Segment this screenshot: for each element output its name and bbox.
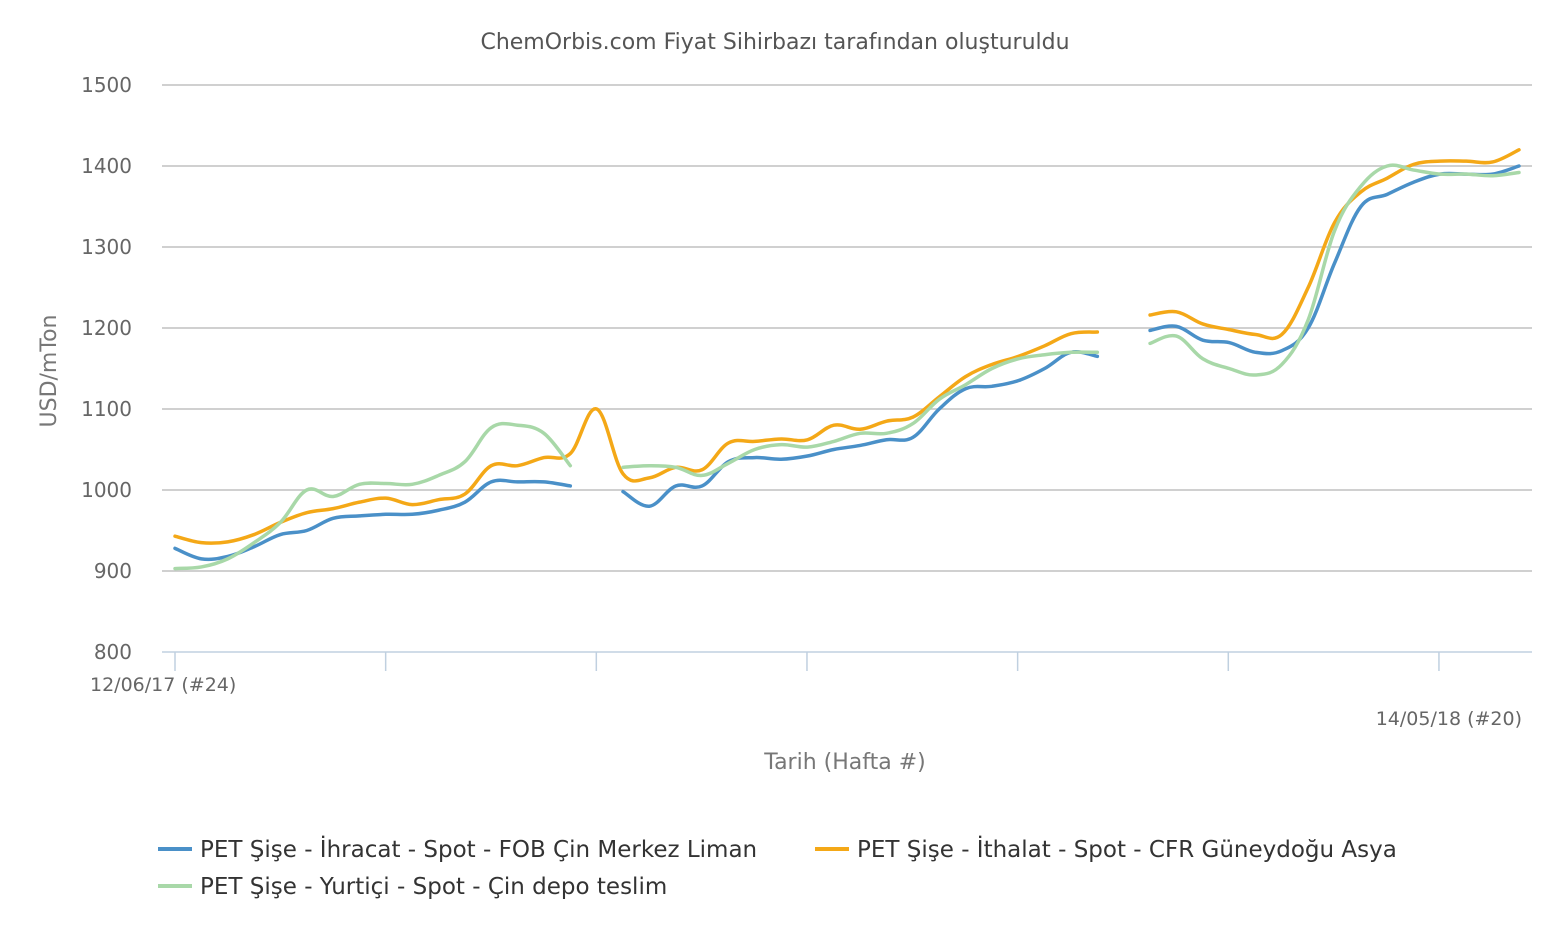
x-start-date-label: 12/06/17 (#24) [90, 674, 236, 696]
legend-item-series-3[interactable]: PET Şişe - Yurtiçi - Spot - Çin depo tes… [158, 874, 667, 900]
series-3-line-segment-2 [621, 350, 1100, 478]
y-axis-ticks: 800 900 1000 1100 1200 1300 1400 1500 [81, 73, 132, 664]
series-1-line-segment-2 [621, 350, 1100, 508]
legend-label-series-2: PET Şişe - İthalat - Spot - CFR Güneydoğ… [857, 835, 1397, 863]
series-3-line-segment-3 [1148, 163, 1521, 377]
y-tick-label-1100: 1100 [81, 397, 132, 421]
legend: PET Şişe - İhracat - Spot - FOB Çin Merk… [158, 835, 1397, 900]
y-tick-label-900: 900 [94, 559, 132, 583]
x-end-date-label: 14/05/18 (#20) [1376, 708, 1522, 730]
legend-label-series-1: PET Şişe - İhracat - Spot - FOB Çin Merk… [200, 835, 757, 863]
series-2-line-segment-2 [1148, 148, 1521, 341]
y-tick-label-1500: 1500 [81, 73, 132, 97]
y-tick-label-800: 800 [94, 640, 132, 664]
y-tick-label-1400: 1400 [81, 154, 132, 178]
series-1-line-segment-1 [173, 478, 573, 562]
gridlines [162, 84, 1532, 572]
series-3-line-segment-1 [173, 421, 573, 571]
chart-subtitle: ChemOrbis.com Fiyat Sihirbazı tarafından… [480, 30, 1069, 55]
series-2-line-segment-1 [173, 330, 1100, 545]
legend-item-series-1[interactable]: PET Şişe - İhracat - Spot - FOB Çin Merk… [158, 835, 757, 863]
legend-label-series-3: PET Şişe - Yurtiçi - Spot - Çin depo tes… [200, 874, 667, 900]
y-tick-label-1000: 1000 [81, 478, 132, 502]
legend-item-series-2[interactable]: PET Şişe - İthalat - Spot - CFR Güneydoğ… [815, 835, 1397, 863]
x-axis-title: Tarih (Hafta #) [763, 750, 925, 775]
y-tick-label-1200: 1200 [81, 316, 132, 340]
y-tick-label-1300: 1300 [81, 235, 132, 259]
y-axis-title: USD/mTon [37, 315, 62, 428]
series-lines [173, 148, 1521, 571]
x-axis-ticks [174, 652, 1440, 671]
